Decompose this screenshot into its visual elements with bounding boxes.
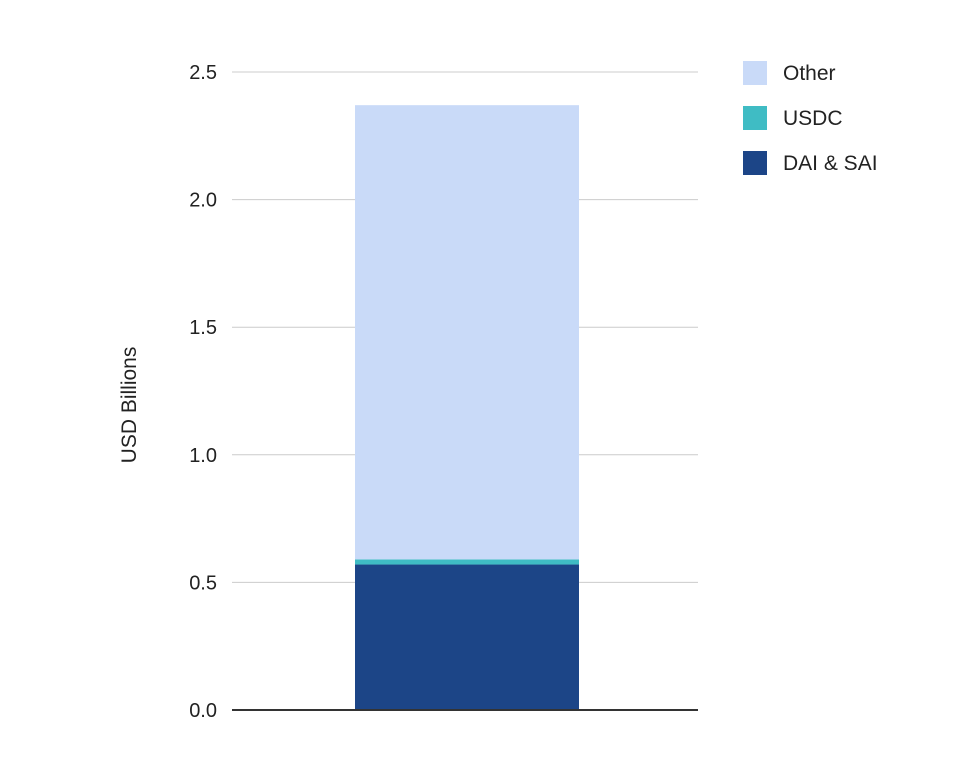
bar-segment-dai-sai (355, 564, 579, 710)
y-tick-label: 1.0 (189, 445, 217, 467)
legend-swatch-other (743, 61, 767, 85)
y-tick-label: 0.5 (189, 572, 217, 594)
bar-segments (355, 105, 579, 710)
bar-segment-usdc (355, 559, 579, 565)
legend-swatch-dai-sai (743, 151, 767, 175)
y-tick-label: 1.5 (189, 317, 217, 339)
legend-swatch-usdc (743, 106, 767, 130)
y-tick-label: 2.5 (189, 62, 217, 84)
y-axis: 0.0 0.5 1.0 1.5 2.0 2.5 (189, 62, 698, 722)
legend-label: Other (783, 62, 836, 85)
legend-label: USDC (783, 107, 843, 130)
legend: Other USDC DAI & SAI (743, 61, 878, 175)
y-tick-label: 2.0 (189, 190, 217, 212)
legend-label: DAI & SAI (783, 152, 878, 175)
y-tick-label: 0.0 (189, 700, 217, 722)
y-axis-title: USD Billions (118, 347, 141, 464)
bar-segment-other (355, 105, 579, 560)
